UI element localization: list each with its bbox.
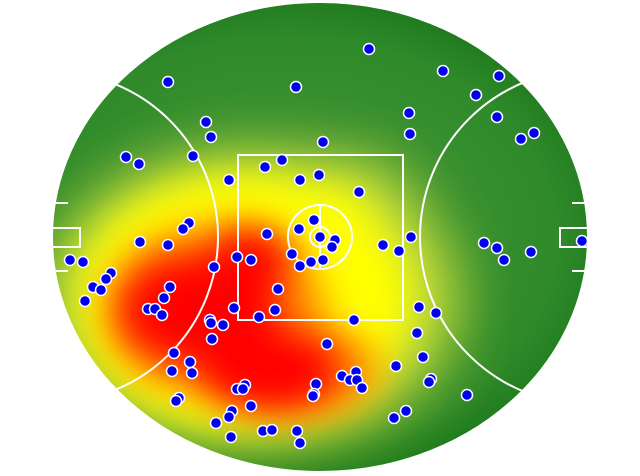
point (133, 235, 147, 249)
point (429, 306, 443, 320)
point (389, 359, 403, 373)
point (222, 410, 236, 424)
point (268, 303, 282, 317)
point (320, 337, 334, 351)
point (376, 238, 390, 252)
point (94, 283, 108, 297)
point (416, 350, 430, 364)
point (422, 375, 436, 389)
point (258, 160, 272, 174)
point (325, 240, 339, 254)
point (492, 69, 506, 83)
point (209, 416, 223, 430)
point (316, 135, 330, 149)
point (460, 388, 474, 402)
point (404, 230, 418, 244)
point (469, 88, 483, 102)
point (352, 185, 366, 199)
point (524, 245, 538, 259)
point (176, 222, 190, 236)
point (313, 230, 327, 244)
point (161, 238, 175, 252)
point (157, 291, 171, 305)
point (132, 157, 146, 171)
point (205, 332, 219, 346)
point (490, 110, 504, 124)
point (527, 126, 541, 140)
point (497, 253, 511, 267)
point (260, 227, 274, 241)
point (402, 106, 416, 120)
point (293, 259, 307, 273)
point (167, 346, 181, 360)
point (236, 382, 250, 396)
point (271, 282, 285, 296)
point (289, 80, 303, 94)
point (347, 313, 361, 327)
point (99, 272, 113, 286)
point (227, 301, 241, 315)
point (306, 389, 320, 403)
point (119, 150, 133, 164)
point (155, 308, 169, 322)
point (163, 280, 177, 294)
point (355, 381, 369, 395)
point (76, 255, 90, 269)
point (293, 173, 307, 187)
point (161, 75, 175, 89)
point (204, 130, 218, 144)
point (230, 250, 244, 264)
point (575, 234, 589, 248)
point (78, 294, 92, 308)
point (285, 247, 299, 261)
point (292, 222, 306, 236)
point (514, 132, 528, 146)
point (316, 253, 330, 267)
point (244, 399, 258, 413)
point (290, 424, 304, 438)
point (216, 318, 230, 332)
point (309, 377, 323, 391)
point (169, 394, 183, 408)
point (362, 42, 376, 56)
point (183, 355, 197, 369)
point (265, 423, 279, 437)
point (275, 153, 289, 167)
point (490, 241, 504, 255)
point (312, 168, 326, 182)
point (403, 127, 417, 141)
point (63, 253, 77, 267)
point (207, 260, 221, 274)
point (293, 436, 307, 450)
point (304, 255, 318, 269)
point (392, 244, 406, 258)
point (399, 404, 413, 418)
point (387, 411, 401, 425)
point (186, 149, 200, 163)
point (165, 364, 179, 378)
point (244, 253, 258, 267)
boundary (51, 1, 589, 473)
point (410, 326, 424, 340)
point (412, 300, 426, 314)
point (477, 236, 491, 250)
point (222, 173, 236, 187)
points (63, 42, 589, 450)
point (224, 430, 238, 444)
point (199, 115, 213, 129)
point (252, 310, 266, 324)
point (436, 64, 450, 78)
point (185, 366, 199, 380)
point (307, 213, 321, 227)
point (204, 316, 218, 330)
